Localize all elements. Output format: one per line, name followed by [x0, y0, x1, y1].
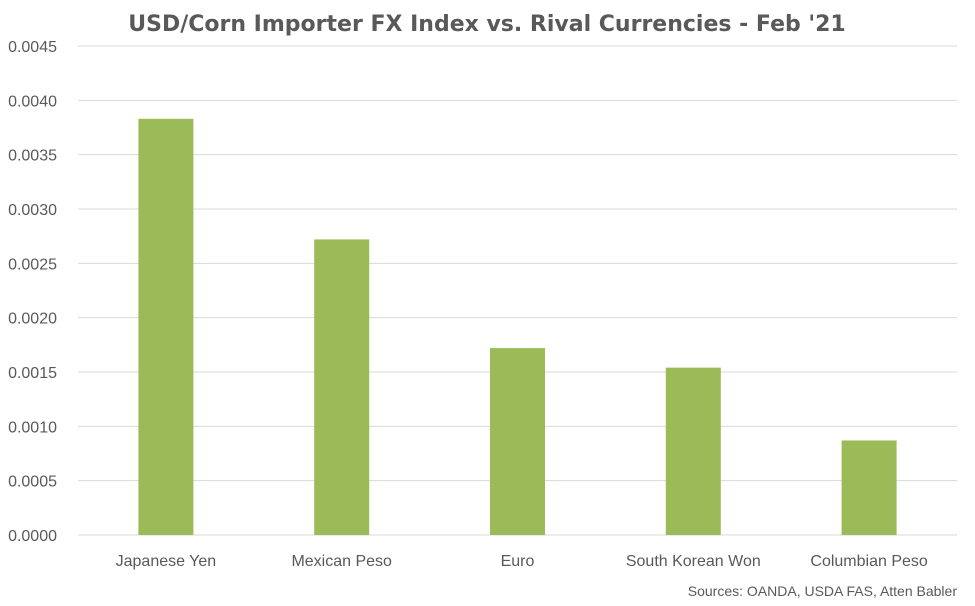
bar-mexican-peso [314, 239, 370, 535]
gridlines [78, 45, 957, 536]
bar-japanese-yen [138, 118, 194, 535]
y-tick-label: 0.0030 [8, 202, 57, 219]
x-category-label: South Korean Won [626, 553, 761, 570]
y-tick-label: 0.0020 [8, 311, 57, 328]
bar-south-korean-won [665, 367, 721, 535]
y-tick-label: 0.0005 [8, 474, 57, 491]
y-tick-label: 0.0025 [8, 256, 57, 273]
source-note: Sources: OANDA, USDA FAS, Atten Babler [688, 583, 958, 599]
bars [138, 118, 897, 535]
bar-euro [490, 348, 545, 535]
x-axis-category-labels: Japanese Yen Mexican Peso Euro South Korean… [116, 553, 928, 570]
x-category-label: Columbian Peso [810, 553, 928, 570]
x-category-label: Mexican Peso [291, 553, 392, 570]
y-tick-label: 0.0015 [8, 365, 57, 382]
x-category-label: Euro [501, 553, 535, 570]
chart-title: USD/Corn Importer FX Index vs. Rival Cur… [128, 12, 846, 37]
y-tick-label: 0.0000 [8, 528, 57, 545]
y-tick-label: 0.0035 [8, 148, 57, 165]
y-tick-label: 0.0045 [8, 39, 57, 56]
y-tick-label: 0.0010 [8, 419, 57, 436]
y-tick-label: 0.0040 [8, 93, 57, 110]
y-axis-tick-labels: 0.0000 0.0005 0.0010 0.0015 0.0020 0.0025 0.00… [8, 39, 57, 545]
bar-columbian-peso [841, 440, 897, 535]
x-category-label: Japanese Yen [116, 553, 217, 570]
